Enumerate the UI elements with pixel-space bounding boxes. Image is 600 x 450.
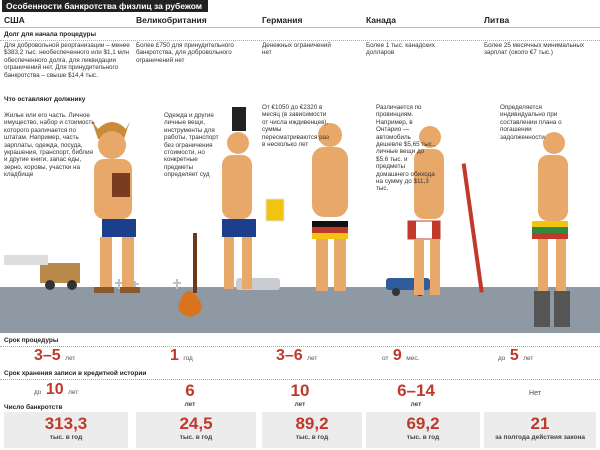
debt-germany: Денежных ограничений нет: [262, 42, 331, 57]
credit-usa: до 10 лет: [34, 381, 79, 398]
debt-uk: Более £750 для принудительного банкротст…: [136, 42, 234, 64]
count-canada-bg: [366, 412, 480, 448]
road: [0, 287, 600, 333]
term-germany: 3–6 лет: [276, 347, 318, 364]
section-count: Число банкротств: [4, 404, 63, 411]
count-germany: 89,2 тыс. в год: [295, 414, 329, 441]
debt-canada: Более 1 тыс. канадских долларов: [366, 42, 435, 57]
keep-lithuania: Определяется индивидуально при составлен…: [500, 104, 562, 141]
column-headers: США Великобритания Германия Канада Литва: [0, 13, 600, 28]
count-canada: 69,2 тыс. в год: [406, 414, 440, 441]
section-credit: Срок хранения записи в кредитной истории: [0, 368, 600, 380]
term-lithuania: до 5 лет: [498, 347, 534, 364]
header: Особенности банкротства физлиц за рубежо…: [0, 0, 600, 12]
count-lithuania-bg: [484, 412, 596, 448]
count-usa-bg: [4, 412, 128, 448]
col-germany: Германия: [262, 15, 303, 25]
count-uk-bg: [136, 412, 256, 448]
farm-truck-icon: [4, 255, 80, 290]
graves: [115, 279, 181, 289]
lithuania-figure: [532, 132, 570, 327]
count-lithuania: 21 за полгода действия закона: [494, 414, 586, 441]
col-canada: Канада: [366, 15, 397, 25]
debt-lithuania: Более 25 месячных минимальных зарплат (о…: [484, 42, 585, 57]
canada-figure: [407, 126, 484, 295]
count-usa: 313,3 тыс. в год: [44, 414, 88, 441]
section-debt: Долг для начала процедуры: [0, 29, 600, 41]
credit-lithuania: Нет: [529, 390, 541, 397]
count-uk: 24,5 тыс. в год: [179, 414, 213, 441]
credit-germany: 10 лет: [290, 381, 310, 408]
keep-germany: От €1050 до €2320 в месяц (в зависимости…: [262, 104, 329, 149]
section-keep: Что оставляют должнику: [4, 96, 86, 103]
uk-figure: [178, 107, 256, 317]
count-germany-bg: [262, 412, 362, 448]
illustration: [0, 107, 600, 333]
usa-figure: [92, 121, 140, 293]
term-uk: 1 год: [170, 347, 193, 364]
col-lithuania: Литва: [484, 15, 510, 25]
keep-usa: Жилье или его часть. Личное имущество, н…: [4, 112, 95, 179]
col-uk: Великобритания: [136, 15, 207, 25]
term-usa: 3–5 лет: [34, 347, 76, 364]
col-usa: США: [4, 15, 25, 25]
section-term: Срок процедуры: [0, 335, 600, 347]
germany-figure: [265, 123, 348, 291]
page-title: Особенности банкротства физлиц за рубежо…: [2, 0, 209, 12]
keep-uk: Одежда и другие личные вещи, инструменты…: [164, 112, 219, 179]
term-canada: от 9 мес.: [382, 347, 420, 364]
credit-canada: 6–14 лет: [397, 381, 435, 408]
debt-usa: Для добровольной реорганизации – менее $…: [4, 42, 130, 79]
keep-canada: Различается по провинциям. Например, в О…: [376, 104, 436, 193]
credit-uk: 6 лет: [184, 381, 196, 408]
